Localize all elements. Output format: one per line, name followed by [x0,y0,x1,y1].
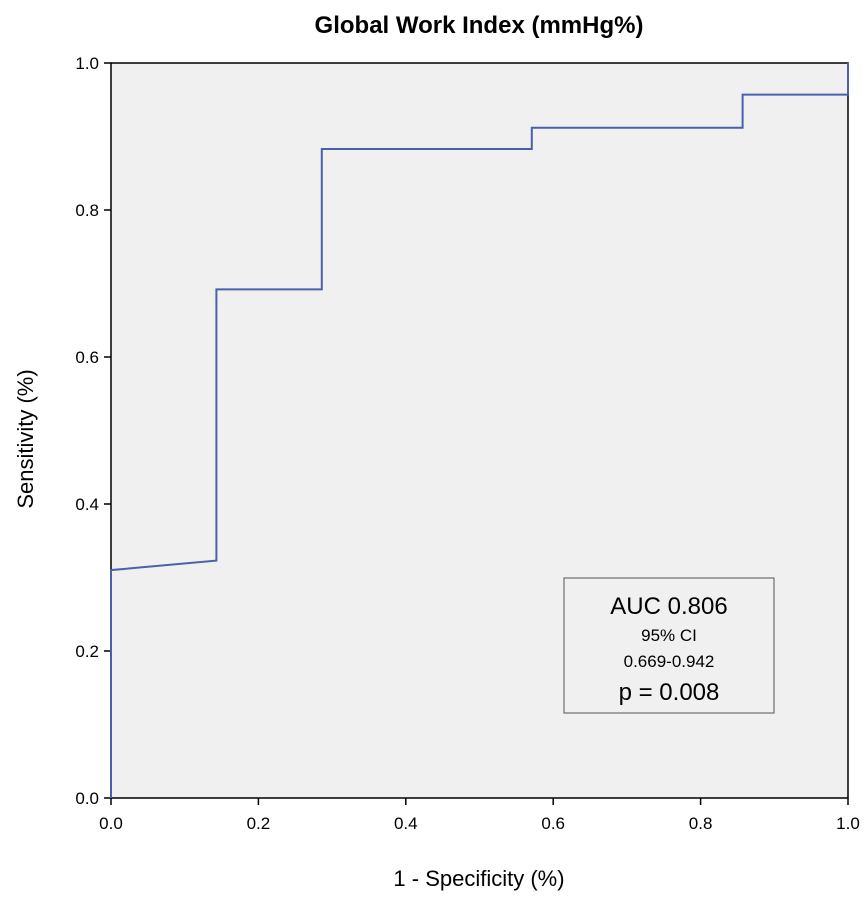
x-tick-label: 0.8 [689,814,713,833]
auc-value: AUC 0.806 [610,593,727,620]
x-tick-label: 0.4 [394,814,418,833]
y-tick-label: 0.4 [75,495,99,514]
x-axis-label: 1 - Specificity (%) [393,866,564,891]
axis-ticks: 0.0 0.2 0.4 0.6 0.8 1.0 0.0 0.2 0.4 0.6 0.8 1.0 [75,54,859,833]
roc-curve-line [110,63,849,798]
y-tick-label: 0.2 [75,642,99,661]
x-tick-label: 0.2 [247,814,271,833]
y-tick-label: 0.8 [75,201,99,220]
x-tick-label: 0.0 [99,814,123,833]
y-tick-label: 0.6 [75,348,99,367]
y-axis-label: Sensitivity (%) [13,369,38,508]
ci-range: 0.669-0.942 [624,652,715,671]
roc-curve-layer [110,63,849,798]
auc-annotation-box: AUC 0.806 95% CI 0.669-0.942 p = 0.008 [563,577,775,714]
ci-label: 95% CI [641,626,697,645]
y-tick-label: 1.0 [75,54,99,73]
x-tick-label: 0.6 [541,814,565,833]
p-value: p = 0.008 [619,679,720,706]
chart-title: Global Work Index (mmHg%) [315,12,644,39]
x-tick-label: 1.0 [836,814,860,833]
y-tick-label: 0.0 [75,789,99,808]
